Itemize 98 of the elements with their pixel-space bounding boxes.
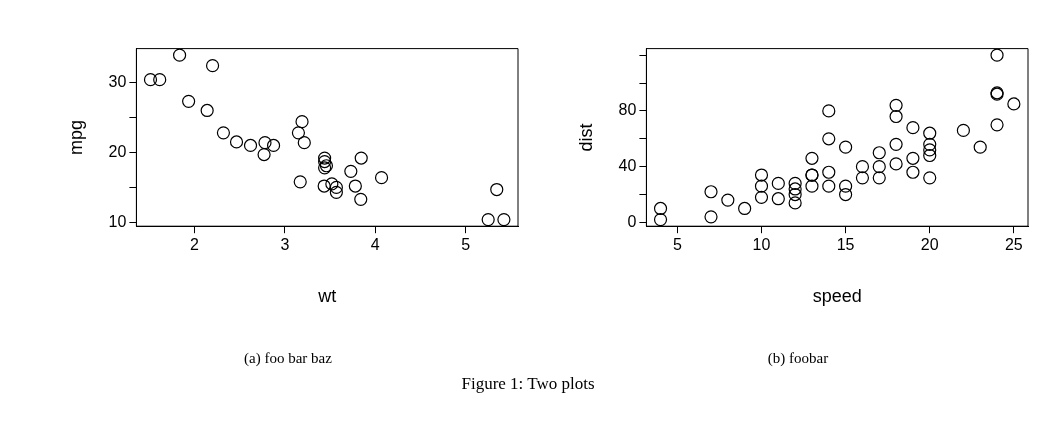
point	[889, 157, 903, 171]
point	[348, 179, 362, 193]
text: (b) foobar	[766, 350, 830, 367]
point	[297, 136, 311, 150]
point	[143, 73, 158, 87]
point	[771, 192, 785, 206]
point	[295, 115, 309, 129]
text: (a) foo bar baz	[243, 350, 333, 367]
point	[805, 179, 819, 193]
point	[839, 140, 853, 154]
point	[266, 138, 281, 153]
x-tick-label: 3	[280, 236, 290, 254]
y-axis-title: dist	[575, 123, 596, 152]
point	[216, 126, 231, 140]
point	[200, 103, 214, 118]
y-tick-label: 20	[108, 142, 127, 160]
point	[855, 171, 870, 185]
point	[990, 118, 1004, 132]
x-axis-title: wt	[317, 286, 337, 307]
point	[923, 171, 937, 185]
point	[855, 160, 870, 174]
point	[754, 168, 769, 182]
point	[653, 213, 668, 227]
point	[872, 146, 886, 160]
point	[182, 94, 196, 108]
x-tick-label: 10	[752, 236, 771, 254]
point	[788, 182, 802, 196]
point	[923, 148, 937, 163]
point	[872, 171, 886, 185]
point	[257, 147, 271, 162]
point	[923, 137, 937, 151]
point	[990, 48, 1004, 62]
point	[481, 213, 495, 227]
point	[906, 165, 920, 179]
point	[325, 177, 339, 191]
y-tick-label: 40	[618, 157, 637, 175]
y-axis-title: mpg	[65, 119, 86, 155]
point	[704, 185, 718, 199]
point	[293, 175, 307, 189]
point	[329, 185, 343, 199]
x-tick-label: 20	[920, 236, 939, 254]
point	[258, 136, 272, 150]
point	[754, 179, 769, 193]
point	[839, 187, 853, 202]
point	[354, 192, 368, 206]
point	[172, 48, 187, 62]
point	[889, 98, 903, 112]
x-tick-label: 15	[836, 236, 855, 254]
point	[906, 151, 920, 165]
x-axis-title: speed	[812, 286, 862, 307]
point	[243, 138, 258, 153]
point	[329, 180, 343, 195]
x-tick-label: 5	[461, 236, 471, 254]
point	[788, 187, 802, 202]
x-tick-label: 5	[672, 236, 682, 254]
point	[822, 179, 836, 193]
y-tick-label: 30	[108, 72, 127, 90]
point	[153, 73, 167, 87]
point	[906, 121, 920, 135]
point	[318, 154, 332, 169]
point	[344, 164, 358, 178]
point	[229, 135, 244, 149]
point	[822, 104, 836, 118]
point	[374, 171, 389, 185]
point	[653, 201, 668, 216]
x-tick-label: 4	[370, 236, 380, 254]
caption: Figure 1: Two plots	[460, 374, 596, 394]
point	[973, 140, 987, 154]
point	[205, 59, 220, 73]
point	[923, 143, 937, 157]
point	[822, 165, 836, 179]
point	[788, 196, 802, 210]
point	[1007, 97, 1021, 111]
point	[839, 179, 853, 193]
point	[822, 132, 836, 146]
point	[738, 201, 752, 216]
point	[754, 190, 769, 204]
y-tick-label: 80	[618, 101, 637, 119]
point	[721, 193, 735, 207]
point	[788, 176, 802, 190]
y-tick-label: 0	[627, 212, 637, 230]
y-tick-label: 10	[108, 212, 127, 230]
point	[291, 126, 306, 140]
point	[956, 123, 970, 138]
point	[771, 176, 785, 190]
point	[497, 213, 511, 227]
point	[317, 179, 331, 193]
point	[318, 151, 332, 165]
point	[889, 109, 903, 124]
x-tick-label: 25	[1004, 236, 1023, 254]
point	[354, 151, 368, 165]
point	[923, 126, 937, 140]
point	[490, 182, 504, 197]
point	[704, 210, 718, 224]
point	[872, 160, 886, 174]
x-tick-label: 2	[190, 236, 200, 254]
point	[805, 151, 819, 165]
point	[889, 137, 903, 151]
